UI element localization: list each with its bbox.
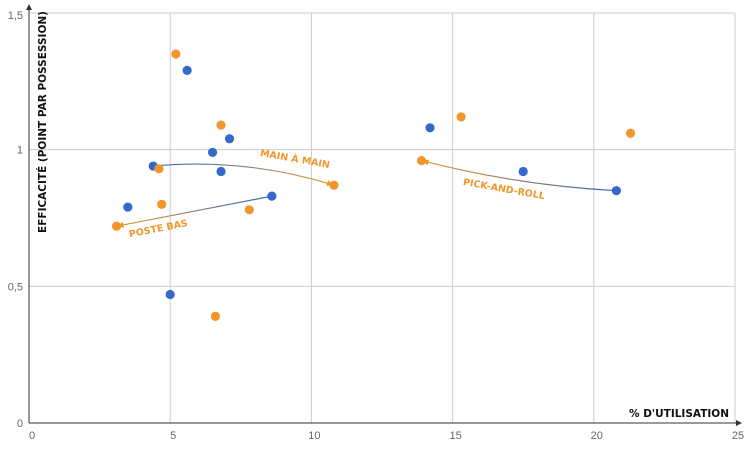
y-tick-label: 0 xyxy=(17,418,23,430)
annotation-label: MAIN À MAIN xyxy=(259,147,331,171)
annotation-curve xyxy=(421,160,617,192)
orange-point xyxy=(154,164,164,174)
x-axis-arrowhead xyxy=(736,420,742,426)
blue-point xyxy=(611,186,621,196)
annotation-curve xyxy=(153,163,335,186)
x-tick-label: 10 xyxy=(308,430,320,442)
orange-point xyxy=(329,180,339,190)
y-tick-label: 1,5 xyxy=(8,10,23,22)
orange-point xyxy=(625,128,636,138)
orange-point xyxy=(456,112,466,122)
annotation-label: PICK-AND-ROLL xyxy=(462,177,545,202)
orange-point xyxy=(157,199,167,209)
grid-lines xyxy=(29,12,736,423)
blue-point xyxy=(216,166,226,177)
y-tick-label: 1 xyxy=(17,145,23,157)
orange-point xyxy=(244,205,254,215)
blue-point xyxy=(224,134,235,144)
y-tick-label: 0,5 xyxy=(8,281,23,293)
y-axis-title: EFFICACITÉ (POINT PAR POSSESSION) xyxy=(36,11,49,233)
blue-point xyxy=(165,289,175,300)
x-tick-label: 0 xyxy=(29,430,35,442)
blue-point xyxy=(425,123,435,133)
annotation-label: POSTE BAS xyxy=(128,218,189,240)
blue-point xyxy=(123,202,133,212)
orange-point xyxy=(171,49,181,59)
axes xyxy=(26,4,742,426)
orange-point xyxy=(210,311,220,321)
data-points xyxy=(111,49,636,321)
annotation-curve xyxy=(116,195,272,227)
x-axis-title: % D'UTILISATION xyxy=(629,408,729,420)
blue-point xyxy=(207,147,218,157)
blue-point xyxy=(518,166,528,177)
blue-point xyxy=(267,191,277,201)
orange-point xyxy=(111,221,122,231)
annotation-labels: MAIN À MAIN POSTE BAS PICK-AND-ROLL xyxy=(128,147,545,240)
orange-point xyxy=(216,120,226,130)
x-tick-label: 25 xyxy=(732,430,744,442)
tick-labels: 0 5 10 15 20 25 0 0,5 1 1,5 xyxy=(8,10,744,442)
blue-point xyxy=(182,65,192,75)
orange-point xyxy=(416,156,427,166)
x-tick-label: 5 xyxy=(170,430,176,442)
x-tick-label: 15 xyxy=(449,430,461,442)
x-tick-label: 20 xyxy=(591,430,603,442)
y-axis-arrowhead xyxy=(26,4,32,10)
